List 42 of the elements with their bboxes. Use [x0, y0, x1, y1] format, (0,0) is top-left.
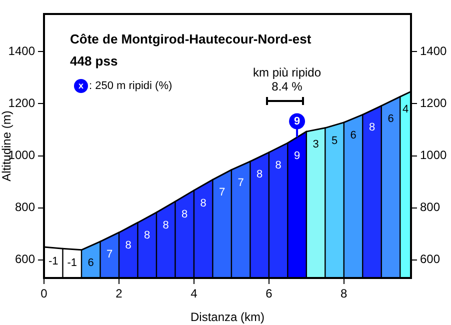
annotation: 8.4 %: [272, 79, 303, 94]
annotation: 8: [275, 159, 282, 172]
annotation: 8: [162, 219, 169, 232]
text: Côte de Montgirod-Hautecour-Nord-est: [70, 32, 312, 47]
annotation: 8: [182, 208, 188, 221]
annotation: 8: [200, 197, 206, 210]
y2-tick-label: 1200: [420, 96, 448, 110]
annotation: 9: [294, 115, 300, 128]
annotation: 4: [402, 104, 409, 116]
x-tick-label: 6: [266, 286, 273, 301]
annotation: 8: [256, 168, 263, 181]
annotation: 7: [219, 186, 226, 199]
y2-tick-label: 1000: [420, 148, 448, 162]
annotation: 8: [144, 230, 150, 242]
annotation: 6: [88, 256, 94, 269]
y-tick-label: 800: [14, 200, 36, 214]
annotation: -1: [48, 256, 58, 268]
annotation: 6: [388, 112, 394, 125]
x-tick-label: 8: [340, 286, 348, 301]
annotation: 8: [125, 240, 132, 252]
y2-tick-label: 600: [420, 252, 440, 266]
annotation: -1: [67, 256, 78, 269]
annotation: km più ripido: [252, 65, 322, 80]
annotation: : 250 m ripidi (%): [89, 80, 172, 92]
annotation: 8: [368, 122, 376, 134]
y2-tick-label: 1400: [420, 44, 448, 58]
annotation: 9: [294, 150, 300, 162]
y-tick-label: 600: [14, 252, 36, 266]
annotation: 7: [238, 176, 244, 189]
x-axis-title: Distanza (km): [190, 310, 265, 324]
y-tick-label: 1400: [8, 44, 36, 58]
x-tick-label: 2: [116, 286, 123, 301]
annotation: 7: [106, 248, 113, 261]
text: 448 pss: [70, 54, 118, 69]
y2-tick-label: 800: [420, 200, 440, 214]
annotation: 6: [350, 129, 356, 142]
y-tick-label: 1200: [8, 96, 36, 110]
x-tick-label: 0: [40, 286, 48, 301]
annotation: 5: [331, 134, 338, 147]
annotation: 3: [312, 138, 319, 151]
x-tick-label: 4: [190, 286, 198, 301]
annotation: x: [78, 80, 84, 90]
